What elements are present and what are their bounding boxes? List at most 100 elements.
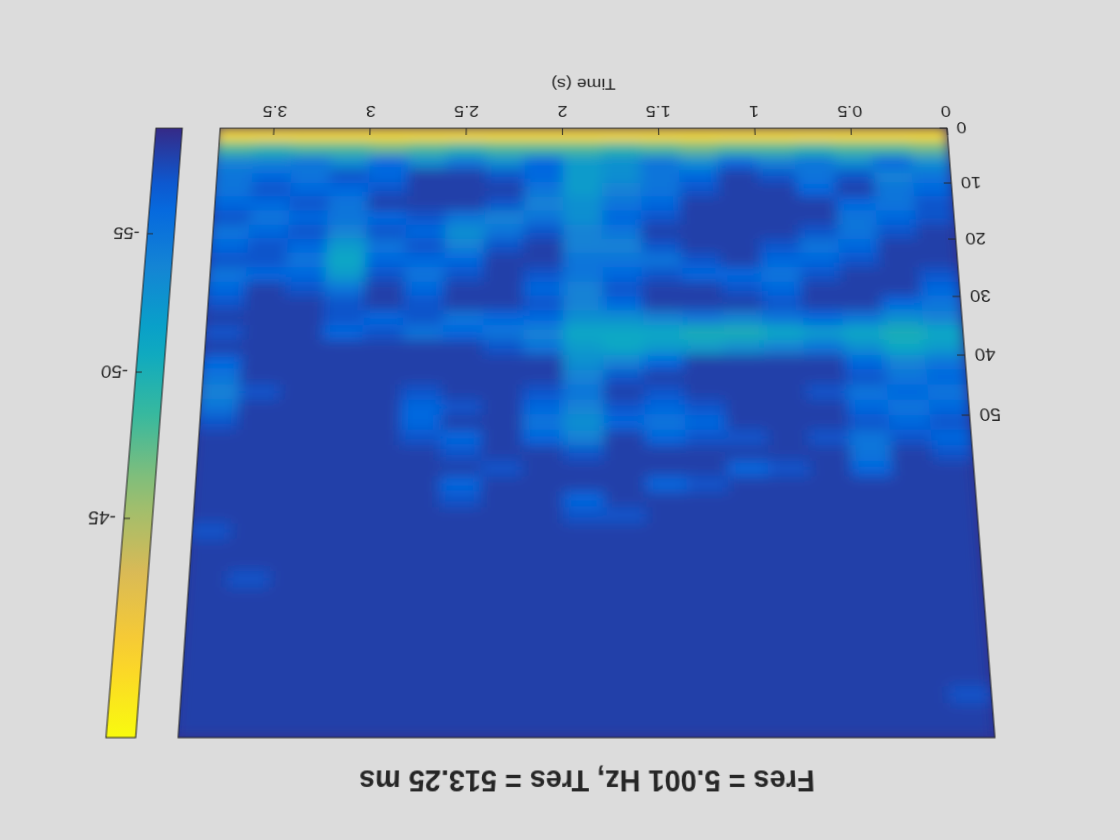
cell bbox=[857, 603, 901, 620]
cell bbox=[861, 669, 906, 687]
cell bbox=[924, 355, 966, 371]
cell bbox=[483, 253, 524, 268]
cell bbox=[436, 587, 479, 604]
x-tick-label: 0.5 bbox=[837, 102, 863, 120]
cell bbox=[640, 210, 680, 225]
cell bbox=[282, 311, 324, 327]
cell bbox=[758, 210, 799, 225]
cell bbox=[811, 523, 854, 540]
cell bbox=[846, 400, 889, 416]
cell bbox=[641, 239, 682, 254]
cell bbox=[479, 539, 522, 556]
cell bbox=[899, 587, 943, 604]
cell bbox=[351, 587, 395, 604]
x-tick bbox=[273, 128, 274, 135]
cell bbox=[195, 415, 238, 431]
cell bbox=[480, 430, 522, 446]
cell bbox=[641, 253, 682, 268]
cell bbox=[601, 183, 641, 198]
cell bbox=[603, 385, 645, 401]
cell bbox=[915, 225, 956, 240]
cell bbox=[840, 296, 882, 311]
cell bbox=[521, 507, 564, 524]
cell bbox=[408, 136, 448, 142]
cell bbox=[719, 239, 760, 254]
cell bbox=[883, 340, 925, 356]
cell bbox=[522, 253, 563, 268]
cell bbox=[359, 385, 401, 401]
cell bbox=[445, 183, 485, 198]
cell bbox=[479, 523, 522, 540]
cell bbox=[928, 415, 971, 431]
cell bbox=[446, 136, 486, 142]
cell bbox=[605, 686, 649, 695]
cell bbox=[205, 267, 247, 282]
cell bbox=[213, 155, 254, 170]
cell bbox=[439, 430, 481, 446]
cell bbox=[602, 370, 644, 386]
cell bbox=[478, 587, 521, 604]
cell bbox=[806, 400, 848, 416]
cell bbox=[394, 555, 437, 572]
cell bbox=[902, 636, 947, 654]
cell bbox=[316, 430, 359, 446]
y-tick-label: 20 bbox=[965, 229, 987, 248]
cell bbox=[646, 587, 689, 604]
cell bbox=[809, 476, 852, 493]
cell bbox=[441, 340, 482, 356]
cell bbox=[562, 653, 606, 671]
colorbar-tick-label: -50 bbox=[100, 362, 129, 382]
cell bbox=[603, 430, 645, 446]
x-tick bbox=[947, 128, 949, 135]
cell bbox=[446, 141, 486, 156]
cell bbox=[929, 430, 972, 446]
cell bbox=[685, 461, 728, 477]
cell bbox=[241, 325, 283, 341]
cell bbox=[562, 445, 604, 461]
cell bbox=[436, 555, 479, 572]
cell bbox=[520, 555, 563, 572]
cell bbox=[852, 507, 895, 524]
cell bbox=[287, 210, 328, 225]
cell bbox=[226, 571, 270, 588]
cell bbox=[520, 571, 563, 588]
cell bbox=[723, 370, 765, 386]
cell bbox=[811, 507, 854, 524]
cell bbox=[680, 225, 721, 240]
cell bbox=[603, 461, 645, 477]
colorbar-tick-label: -55 bbox=[112, 224, 140, 243]
cell bbox=[916, 239, 957, 254]
cell bbox=[353, 539, 396, 556]
cell bbox=[876, 225, 917, 240]
y-tick bbox=[948, 239, 956, 240]
cell bbox=[844, 355, 886, 371]
cell bbox=[392, 620, 436, 637]
cell bbox=[326, 225, 367, 240]
cell bbox=[679, 183, 719, 198]
cell bbox=[396, 492, 439, 509]
y-tick bbox=[944, 183, 952, 184]
cell bbox=[400, 385, 442, 401]
cell bbox=[938, 555, 982, 572]
cell bbox=[304, 686, 349, 695]
cell bbox=[519, 669, 563, 687]
cell bbox=[328, 183, 369, 198]
cell bbox=[647, 620, 691, 637]
cell bbox=[600, 136, 640, 142]
cell bbox=[562, 587, 605, 604]
cell bbox=[253, 141, 293, 156]
cell bbox=[184, 571, 228, 588]
cell bbox=[732, 653, 776, 671]
cell bbox=[640, 196, 680, 211]
cell bbox=[640, 169, 680, 184]
cell bbox=[323, 296, 364, 311]
cell bbox=[562, 571, 605, 588]
cell bbox=[683, 370, 725, 386]
cell bbox=[440, 385, 482, 401]
cell bbox=[482, 325, 523, 341]
cell bbox=[484, 155, 524, 170]
cell bbox=[685, 445, 727, 461]
cell bbox=[562, 225, 602, 240]
cell bbox=[688, 587, 732, 604]
cell bbox=[770, 539, 813, 556]
